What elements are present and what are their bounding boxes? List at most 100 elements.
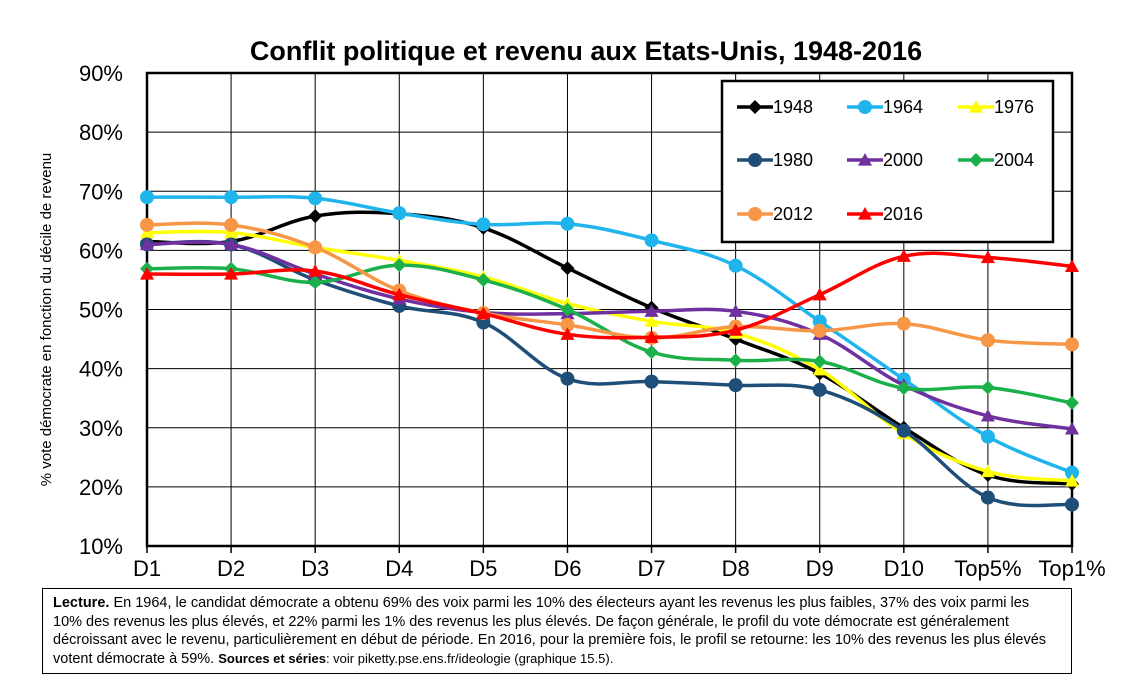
x-tick-label: Top5%: [954, 556, 1021, 581]
lecture-text: En 1964, le candidat démocrate a obtenu …: [53, 595, 1047, 667]
plot-border: [145, 71, 1074, 548]
data-point-2016: [560, 327, 575, 340]
legend-label: 2000: [883, 150, 923, 170]
x-tick-label: D8: [722, 556, 750, 581]
data-point-1948: [308, 209, 323, 224]
legend-label: 2004: [994, 150, 1034, 170]
x-tick-label: D2: [217, 556, 245, 581]
data-point-2012: [1065, 337, 1079, 352]
data-point-2000: [980, 408, 995, 422]
legend-label: 1976: [994, 97, 1034, 117]
data-point-2016: [980, 250, 995, 264]
data-point-2004: [392, 258, 407, 273]
data-point-1980: [728, 378, 743, 393]
data-point-2016: [224, 267, 239, 280]
data-point-2004: [896, 381, 911, 396]
legend-label: 1964: [883, 97, 923, 117]
y-tick-label: 90%: [79, 61, 123, 86]
x-tick-label: D5: [469, 556, 497, 581]
y-axis-label: % vote démocrate en fonction du décile d…: [38, 153, 55, 487]
data-point-2000: [140, 237, 154, 251]
data-point-1964: [1065, 465, 1079, 480]
legend-label: 1980: [773, 150, 813, 170]
legend-box: [720, 79, 1055, 244]
line-chart: Conflit politique et revenu aux Etats-Un…: [38, 36, 1106, 581]
y-tick-label: 10%: [79, 534, 123, 559]
data-point-2016: [1065, 259, 1079, 272]
data-point-2004: [1065, 395, 1079, 410]
x-tick-label: D10: [884, 556, 924, 581]
x-tick-label: D6: [553, 556, 581, 581]
chart-title: Conflit politique et revenu aux Etats-Un…: [250, 36, 922, 66]
legend-item-2004: 2004: [958, 150, 1034, 170]
y-tick-label: 60%: [79, 238, 123, 263]
data-point-2016: [896, 249, 911, 262]
data-point-2012: [308, 240, 323, 255]
legend-marker: [858, 153, 872, 166]
y-tick-label: 40%: [79, 357, 123, 382]
legend-item-1980: 1980: [737, 150, 813, 170]
legend-marker: [969, 153, 983, 167]
legend-marker: [748, 153, 762, 167]
data-point-1980: [980, 490, 995, 505]
data-point-2016: [812, 287, 827, 301]
data-point-2000: [644, 304, 659, 317]
y-tick-label: 70%: [79, 179, 123, 204]
data-point-2012: [980, 333, 995, 348]
legend-item-1976: 1976: [958, 97, 1034, 117]
y-tick-label: 50%: [79, 298, 123, 323]
x-tick-label: D4: [385, 556, 413, 581]
legend-label: 2012: [773, 204, 813, 224]
y-tick-label: 80%: [79, 120, 123, 145]
data-point-1976: [1065, 473, 1079, 487]
legend-marker: [969, 100, 983, 113]
legend: 1948 1964 1976 1980 2000 2004 2012 2016: [720, 79, 1055, 244]
data-point-2016: [392, 287, 407, 301]
reading-note: Lecture. En 1964, le candidat démocrate …: [42, 588, 1072, 674]
data-point-1980: [812, 382, 827, 397]
data-point-1980: [560, 371, 575, 386]
legend-marker: [858, 100, 872, 114]
x-tick-label: D9: [806, 556, 834, 581]
data-point-2012: [812, 323, 827, 338]
x-tick-label: D3: [301, 556, 329, 581]
data-point-1948: [560, 261, 575, 276]
lecture-label: Lecture.: [53, 595, 110, 611]
data-point-2012: [560, 317, 575, 332]
data-point-1964: [140, 190, 154, 205]
data-point-1976: [644, 314, 659, 327]
data-point-2016: [140, 267, 154, 280]
legend-item-2000: 2000: [847, 150, 923, 170]
x-tick-label: D7: [637, 556, 665, 581]
legend-label: 2016: [883, 204, 923, 224]
data-point-2004: [308, 275, 323, 290]
data-point-1976: [980, 464, 995, 478]
y-tick-label: 30%: [79, 416, 123, 441]
data-point-2004: [476, 272, 491, 287]
series-line-1948: [146, 210, 1073, 486]
data-point-1964: [308, 191, 323, 206]
sources-text: : voir piketty.pse.ens.fr/ideologie (gra…: [325, 650, 614, 666]
x-tick-label: D1: [133, 556, 161, 581]
legend-marker: [858, 207, 872, 220]
legend-item-2016: 2016: [847, 204, 923, 224]
y-tick-label: 20%: [79, 475, 123, 500]
legend-item-1964: 1964: [847, 97, 923, 117]
legend-item-2012: 2012: [737, 204, 813, 224]
data-point-2004: [560, 302, 575, 317]
legend-marker: [748, 100, 762, 114]
data-point-2012: [896, 316, 911, 331]
data-point-1980: [1065, 497, 1079, 512]
data-point-2004: [980, 380, 995, 395]
series-2016: [140, 249, 1079, 343]
data-point-2016: [308, 264, 323, 277]
data-point-1964: [728, 258, 743, 273]
data-point-2004: [644, 345, 659, 360]
x-tick-label: Top1%: [1038, 556, 1105, 581]
data-point-2016: [728, 323, 743, 336]
data-point-1976: [812, 362, 827, 376]
legend-marker: [748, 207, 762, 221]
data-point-1980: [896, 423, 911, 438]
series-line-2016: [146, 251, 1073, 340]
data-point-1964: [980, 429, 995, 444]
